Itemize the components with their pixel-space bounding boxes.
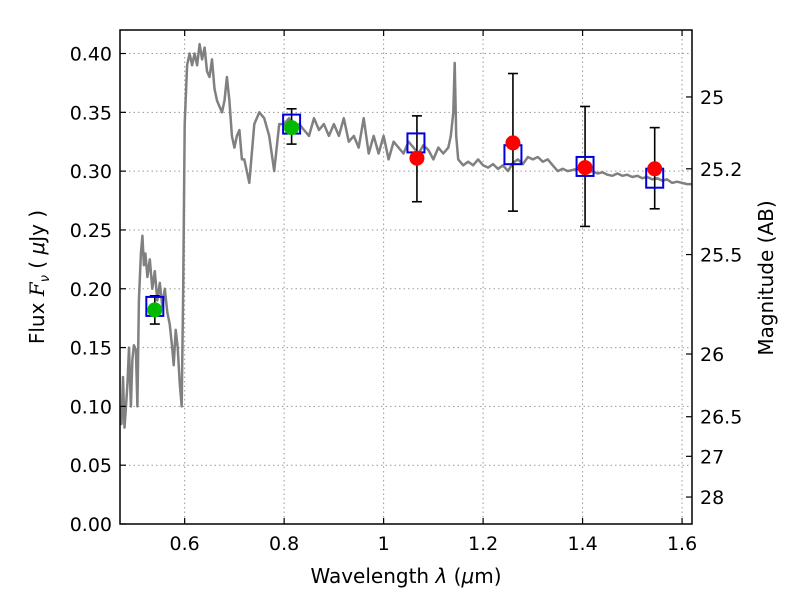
observed-points-group <box>147 120 663 318</box>
y-tick-label: 0.40 <box>70 44 112 66</box>
y-tick-label: 0.20 <box>70 279 112 301</box>
mag-tick-label: 26 <box>700 344 724 366</box>
x-tick-label: 1 <box>378 533 390 555</box>
observed-point-green <box>147 302 163 318</box>
plot-frame <box>119 29 693 525</box>
mag-tick-label: 27 <box>700 446 724 468</box>
observed-point-red <box>577 160 593 176</box>
observed-point-red <box>409 150 425 166</box>
y-right-axis-title: Magnitude (AB) <box>754 200 778 355</box>
y-tick-label: 0.35 <box>70 102 112 124</box>
model-spectrum-line <box>120 42 692 429</box>
x-tick-label: 0.6 <box>170 533 200 555</box>
mag-tick-label: 26.5 <box>700 407 742 429</box>
y-tick-label: 0.05 <box>70 455 112 477</box>
axis-ticks: 0.6 0.8 1 1.2 1.4 1.6 0.00 0.05 0.10 0.15 0.20 0.25… <box>70 30 742 555</box>
model-spectrum-group <box>120 42 692 429</box>
y-tick-label: 0.30 <box>70 161 112 183</box>
grid <box>120 30 692 525</box>
y-axis-title: Flux Fν ( μJy ) <box>25 210 53 344</box>
mag-tick-label: 25 <box>700 87 724 109</box>
mag-tick-label: 25.5 <box>700 245 742 267</box>
x-tick-label: 1.2 <box>468 533 498 555</box>
y-tick-label: 0.10 <box>70 396 112 418</box>
x-tick-label: 0.8 <box>269 533 299 555</box>
y-tick-label: 0.25 <box>70 220 112 242</box>
y-tick-label: 0.00 <box>70 514 112 536</box>
model-box <box>575 155 595 177</box>
x-tick-label: 1.4 <box>567 533 597 555</box>
mag-tick-label: 28 <box>700 487 724 509</box>
observed-point-green <box>284 120 300 136</box>
x-axis-title: Wavelength λ (μm) <box>310 564 501 588</box>
observed-point-red <box>647 161 663 177</box>
errorbars-group <box>149 72 660 325</box>
mag-tick-label: 25.2 <box>700 159 742 181</box>
y-tick-label: 0.15 <box>70 338 112 360</box>
observed-point-red <box>505 135 521 151</box>
x-tick-label: 1.6 <box>667 533 697 555</box>
